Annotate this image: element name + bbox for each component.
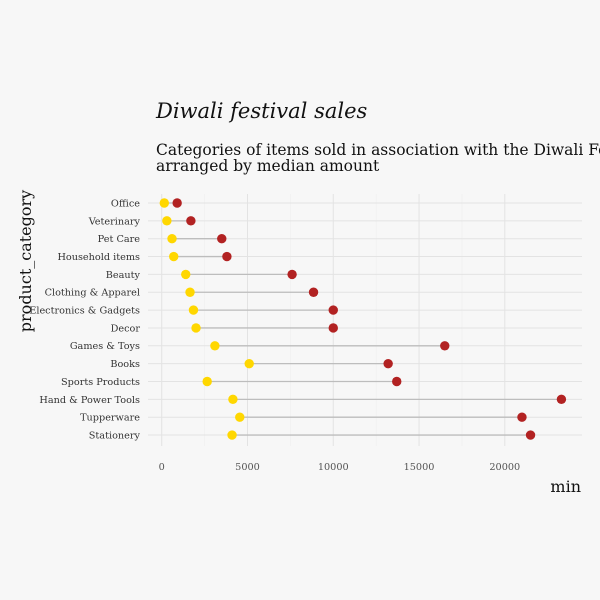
x-tick-label: 0: [159, 462, 165, 473]
low-value-point: [169, 251, 179, 262]
y-tick-label: Electronics & Gadgets: [29, 306, 140, 317]
high-value-point: [517, 412, 527, 422]
x-axis-tick-labels: 0 5000 10000 15000 20000: [159, 462, 521, 473]
chart-subtitle-line-2: arranged by median amount: [156, 157, 380, 175]
high-value-point: [186, 216, 196, 226]
high-value-point: [172, 198, 182, 208]
y-axis-title: product_category: [16, 190, 35, 332]
dumbbell-segments: [164, 202, 562, 436]
high-value-point: [287, 269, 297, 280]
y-tick-label: Veterinary: [88, 216, 141, 227]
y-tick-label: Clothing & Apparel: [45, 288, 140, 299]
low-value-point: [227, 430, 237, 440]
chart-subtitle-line-1: Categories of items sold in association …: [156, 141, 600, 159]
x-tick-label: 15000: [404, 462, 435, 473]
x-tick-label: 20000: [489, 462, 520, 473]
y-tick-label: Beauty: [106, 270, 141, 281]
high-value-point: [383, 358, 393, 369]
chart-title: Diwali festival sales: [155, 99, 368, 123]
y-tick-label: Games & Toys: [70, 341, 140, 352]
y-tick-label: Stationery: [89, 430, 141, 441]
dumbbell-points: [159, 198, 567, 440]
high-value-point: [222, 251, 232, 262]
low-value-point: [191, 323, 201, 333]
high-value-point: [217, 234, 227, 244]
low-value-point: [228, 394, 238, 405]
y-tick-label: Household items: [57, 252, 140, 263]
x-tick-label: 5000: [235, 462, 260, 473]
high-value-point: [525, 430, 536, 440]
low-value-point: [202, 376, 212, 387]
high-value-point: [440, 341, 450, 351]
low-value-point: [162, 216, 172, 226]
y-tick-label: Sports Products: [61, 377, 140, 388]
low-value-point: [185, 287, 195, 297]
low-value-point: [181, 269, 191, 280]
y-axis-tick-labels: Office Veterinary Pet Care Household items B…: [29, 198, 140, 441]
high-value-point: [556, 394, 567, 405]
low-value-point: [188, 305, 199, 315]
x-tick-label: 10000: [318, 462, 349, 473]
y-tick-label: Decor: [111, 323, 141, 334]
grid-lines: [148, 194, 582, 446]
high-value-point: [328, 305, 338, 315]
high-value-point: [308, 287, 319, 297]
high-value-point: [328, 323, 338, 333]
low-value-point: [244, 358, 254, 369]
x-axis-title: min: [550, 477, 581, 496]
low-value-point: [159, 198, 169, 208]
low-value-point: [167, 234, 177, 244]
low-value-point: [235, 412, 245, 422]
low-value-point: [210, 341, 220, 351]
y-tick-label: Hand & Power Tools: [39, 395, 140, 406]
y-tick-label: Pet Care: [98, 234, 141, 245]
high-value-point: [392, 376, 402, 387]
y-tick-label: Tupperware: [80, 413, 140, 424]
y-tick-label: Books: [110, 359, 140, 370]
y-tick-label: Office: [111, 198, 140, 209]
